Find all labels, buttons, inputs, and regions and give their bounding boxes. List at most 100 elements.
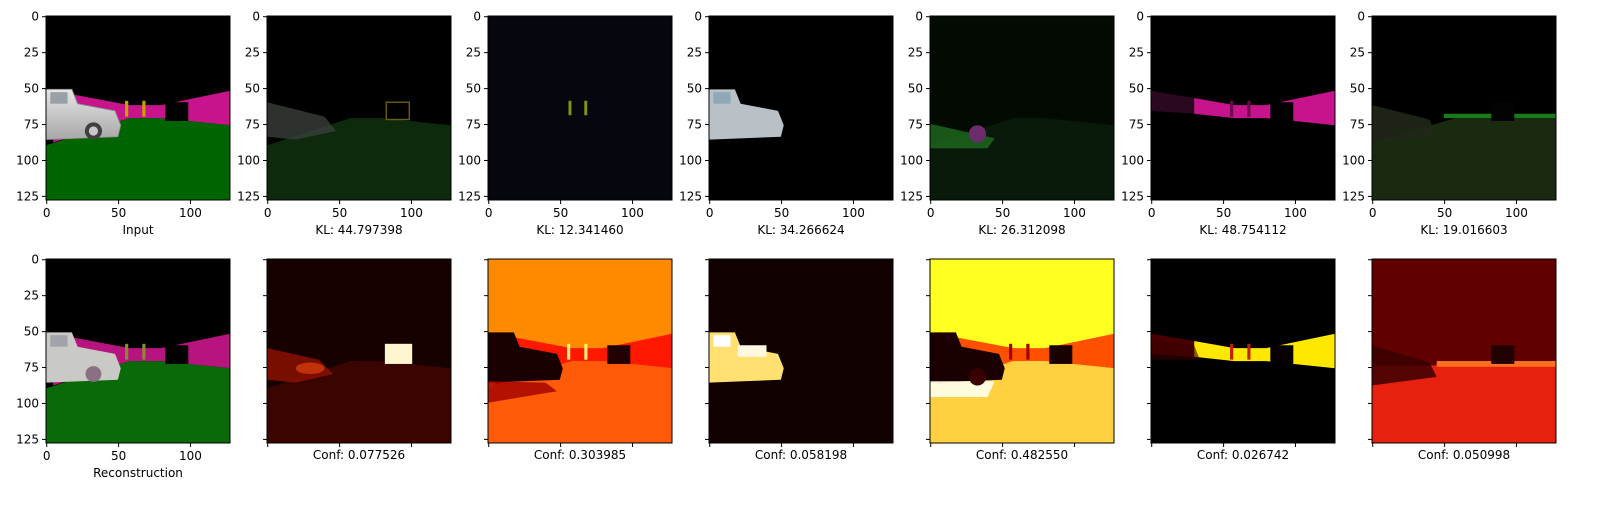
panel-frame — [45, 258, 231, 444]
panel-conf5: Conf: 0.026742 — [1147, 258, 1336, 462]
y-tick-label: 100 — [16, 153, 39, 167]
panel-slot3: 0 25 50 75 100 125 0 50 100 KL: 34.266624 — [679, 10, 894, 237]
panel-caption: Conf: 0.482550 — [976, 448, 1068, 462]
y-tick-label: 100 — [1121, 153, 1144, 167]
y-tick-label: 100 — [16, 396, 39, 410]
x-tick-label: 0 — [706, 206, 714, 220]
panel-image — [267, 259, 451, 443]
panel-frame — [708, 15, 894, 201]
panel-image — [930, 259, 1114, 443]
y-tick-label: 125 — [16, 432, 39, 446]
y-tick-label: 100 — [900, 153, 923, 167]
panel-image — [46, 259, 230, 443]
panel-caption: KL: 44.797398 — [315, 223, 402, 237]
y-tick-label: 75 — [466, 118, 481, 132]
y-tick-label: 50 — [245, 82, 260, 96]
y-tick-label: 50 — [1350, 82, 1365, 96]
x-tick-label: 0 — [43, 206, 51, 220]
x-tick-label: 100 — [1505, 206, 1528, 220]
panel-slot5: 0 25 50 75 100 125 0 50 100 KL: 48.754112 — [1121, 10, 1336, 237]
panel-frame — [266, 15, 452, 201]
x-tick-label: 0 — [485, 206, 493, 220]
panel-image — [46, 16, 230, 200]
x-tick-label: 100 — [1284, 206, 1307, 220]
y-tick-label: 0 — [473, 10, 481, 24]
x-tick-label: 100 — [400, 206, 423, 220]
panel-frame — [1371, 258, 1557, 444]
y-tick-label: 50 — [687, 82, 702, 96]
y-tick-label: 25 — [687, 46, 702, 60]
panel-slot2: 0 25 50 75 100 125 0 50 100 KL: 12.341460 — [458, 10, 673, 237]
x-tick-label: 50 — [111, 206, 126, 220]
y-tick-label: 75 — [908, 118, 923, 132]
panel-conf4: Conf: 0.482550 — [926, 258, 1115, 462]
y-tick-label: 25 — [908, 46, 923, 60]
y-tick-label: 75 — [1350, 118, 1365, 132]
panel-caption: KL: 26.312098 — [978, 223, 1065, 237]
y-tick-label: 0 — [1136, 10, 1144, 24]
x-tick-label: 50 — [553, 206, 568, 220]
y-tick-label: 0 — [1357, 10, 1365, 24]
panel-conf3: Conf: 0.058198 — [705, 258, 894, 462]
panel-slot1: 0 25 50 75 100 125 0 50 100 KL: 44.797398 — [237, 10, 452, 237]
x-tick-label: 100 — [179, 449, 202, 463]
y-tick-label: 0 — [31, 10, 39, 24]
panel-conf6: Conf: 0.050998 — [1368, 258, 1557, 462]
x-tick-label: 50 — [1437, 206, 1452, 220]
panel-image — [930, 16, 1114, 200]
y-tick-label: 25 — [1129, 46, 1144, 60]
x-tick-label: 100 — [621, 206, 644, 220]
panel-conf2: Conf: 0.303985 — [484, 258, 673, 462]
panel-slot4: 0 25 50 75 100 125 0 50 100 KL: 26.312098 — [900, 10, 1115, 237]
panel-frame — [1150, 15, 1336, 201]
panel-frame — [45, 15, 231, 201]
x-tick-label: 50 — [774, 206, 789, 220]
panel-frame — [1371, 15, 1557, 201]
y-tick-label: 25 — [24, 289, 39, 303]
panel-image — [709, 16, 893, 200]
y-tick-label: 0 — [252, 10, 260, 24]
y-tick-label: 100 — [237, 153, 260, 167]
panel-image — [1151, 259, 1335, 443]
panel-caption: KL: 48.754112 — [1199, 223, 1286, 237]
panel-image — [488, 259, 672, 443]
panel-image — [488, 16, 672, 200]
y-tick-label: 50 — [908, 82, 923, 96]
y-tick-label: 0 — [31, 253, 39, 267]
x-tick-label: 0 — [1369, 206, 1377, 220]
panel-caption: Conf: 0.303985 — [534, 448, 626, 462]
panel-frame — [929, 15, 1115, 201]
x-tick-label: 100 — [179, 206, 202, 220]
y-tick-label: 75 — [1129, 118, 1144, 132]
y-tick-label: 75 — [245, 118, 260, 132]
panel-frame — [487, 15, 673, 201]
y-tick-label: 75 — [687, 118, 702, 132]
y-tick-label: 125 — [458, 189, 481, 203]
x-tick-label: 0 — [43, 449, 51, 463]
x-tick-label: 50 — [1216, 206, 1231, 220]
x-tick-label: 50 — [995, 206, 1010, 220]
panel-caption: KL: 19.016603 — [1420, 223, 1507, 237]
panel-slot6: 0 25 50 75 100 125 0 50 100 KL: 19.016603 — [1342, 10, 1557, 237]
y-tick-label: 125 — [16, 189, 39, 203]
panel-image — [1372, 16, 1556, 200]
y-tick-label: 25 — [1350, 46, 1365, 60]
panel-image — [267, 16, 451, 200]
panel-caption: KL: 12.341460 — [536, 223, 623, 237]
y-tick-label: 125 — [679, 189, 702, 203]
panel-frame — [266, 258, 452, 444]
panel-caption: Conf: 0.077526 — [313, 448, 405, 462]
y-tick-label: 50 — [466, 82, 481, 96]
y-tick-label: 50 — [24, 325, 39, 339]
panel-recon: 0 25 50 75 100 125 0 50 100 Reconstruction — [16, 253, 231, 480]
panel-image — [1151, 16, 1335, 200]
y-tick-label: 50 — [1129, 82, 1144, 96]
y-tick-label: 75 — [24, 361, 39, 375]
y-tick-label: 25 — [24, 46, 39, 60]
y-tick-label: 0 — [915, 10, 923, 24]
panel-image — [709, 259, 893, 443]
y-tick-label: 50 — [24, 82, 39, 96]
x-tick-label: 50 — [332, 206, 347, 220]
panel-caption: Reconstruction — [93, 466, 183, 480]
